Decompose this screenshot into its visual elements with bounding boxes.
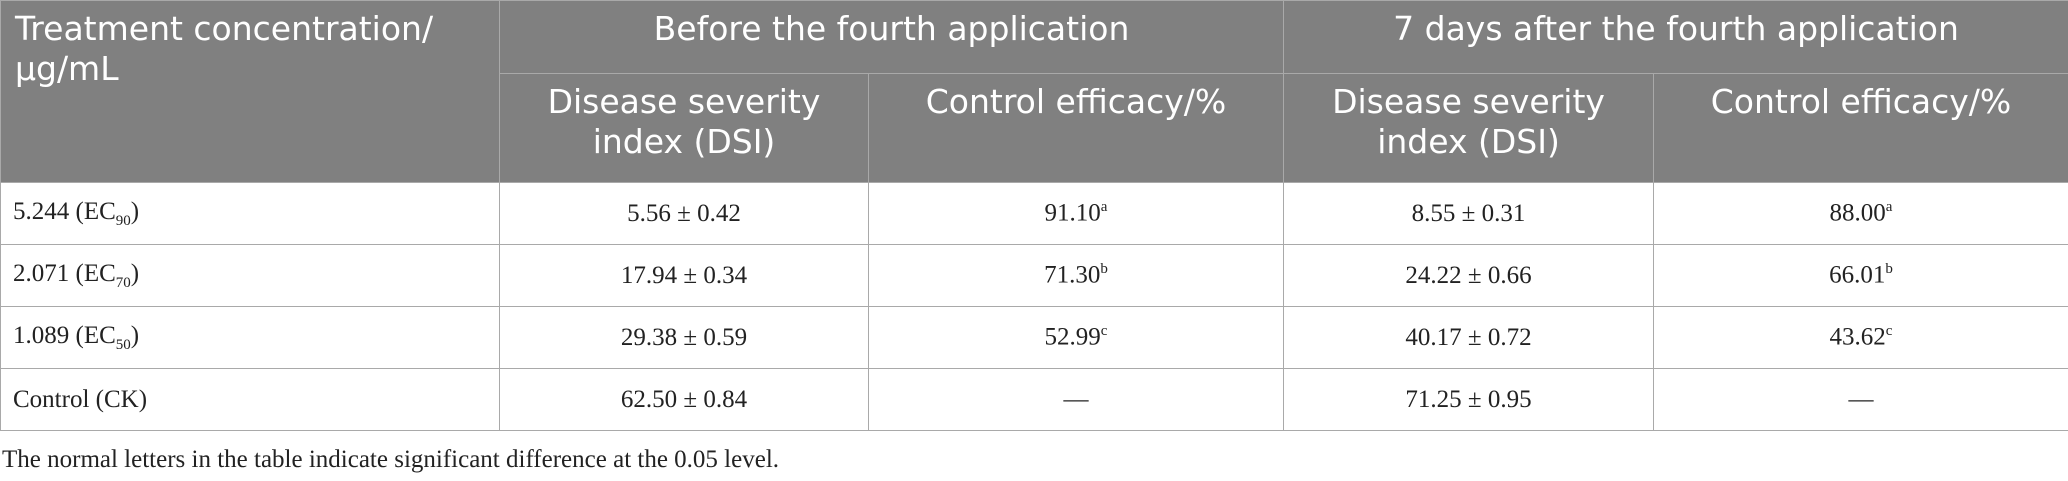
header-text: Disease severity index (DSI)	[1332, 82, 1605, 161]
cell-text: )	[130, 197, 140, 225]
cell-text: )	[130, 259, 140, 287]
cell-text: )	[130, 321, 140, 349]
subscript: 50	[115, 336, 131, 353]
cell-text: 5.244 (EC	[13, 197, 116, 225]
table-cell: 71.30b	[867, 244, 1285, 307]
table-cell: 43.62c	[1653, 306, 2068, 369]
subscript: 90	[115, 212, 131, 229]
header-text: Disease severity index (DSI)	[547, 82, 821, 161]
table-header: Treatment concentration/μg/mL Before the …	[0, 0, 2068, 183]
table-cell: 62.50 ± 0.84	[499, 368, 869, 431]
cell-text: Control (CK)	[13, 385, 148, 413]
header-group: Before the fourth application	[498, 0, 1285, 74]
cell-text: 5.56 ± 0.42	[627, 199, 741, 227]
cell-text: 40.17 ± 0.72	[1405, 323, 1532, 351]
table-cell: 91.10a	[867, 182, 1285, 245]
header-text: Control efficacy/%	[925, 82, 1227, 121]
cell-text: 2.071 (EC	[13, 259, 116, 287]
header-row: Treatment concentration/μg/mL Before the …	[0, 0, 2068, 183]
table-cell: 66.01b	[1653, 244, 2068, 307]
table-cell: 1.089 (EC50)	[0, 306, 500, 369]
cell-text: 1.089 (EC	[13, 321, 116, 349]
superscript: c	[1100, 323, 1108, 340]
cell-text: —	[1848, 385, 1874, 413]
cell-text: 66.01	[1829, 261, 1886, 289]
table-cell: 40.17 ± 0.72	[1283, 306, 1655, 369]
cell-text: 29.38 ± 0.59	[620, 323, 748, 351]
superscript: a	[1885, 199, 1893, 216]
header-cell: Control efficacy/%	[1653, 73, 2068, 183]
cell-text: 71.25 ± 0.95	[1405, 385, 1532, 413]
table-row: 2.071 (EC70) 17.94 ± 0.34 71.30b 24.22 ± 0.…	[0, 244, 2068, 307]
table-row: 1.089 (EC50) 29.38 ± 0.59 52.99c 40.17 ± 0.…	[0, 306, 2068, 369]
table-cell: 2.071 (EC70)	[0, 244, 500, 307]
header-cell: Disease severity index (DSI)	[1283, 73, 1655, 183]
header-text: Before the fourth application	[653, 9, 1130, 48]
cell-text: 88.00	[1829, 199, 1886, 227]
header-cell: Disease severity index (DSI)	[499, 73, 869, 183]
cell-text: 62.50 ± 0.84	[620, 385, 748, 413]
header-cell: Treatment concentration/μg/mL	[0, 0, 500, 183]
data-table: Treatment concentration/μg/mL Before the …	[0, 0, 2068, 431]
table-cell: —	[867, 368, 1285, 431]
header-text: Treatment concentration/	[15, 9, 434, 48]
header-text: 7 days after the fourth application	[1393, 9, 1959, 48]
table-cell: 71.25 ± 0.95	[1283, 368, 1655, 431]
table-row: 5.244 (EC90) 5.56 ± 0.42 91.10a 8.55 ± 0.31…	[0, 182, 2068, 245]
table-row: Control (CK) 62.50 ± 0.84 — 71.25 ± 0.95 —	[0, 368, 2068, 431]
table-cell: 5.244 (EC90)	[0, 182, 500, 245]
header-row: Disease severity index (DSI) Control effi…	[1, 73, 2068, 183]
cell-text: 52.99	[1044, 323, 1101, 351]
footnote: The normal letters in the table indicate…	[2, 446, 780, 473]
table-cell: 29.38 ± 0.59	[499, 306, 869, 369]
table-cell: 5.56 ± 0.42	[499, 182, 869, 245]
header-text: Control efficacy/%	[1710, 82, 2012, 121]
superscript: c	[1885, 323, 1893, 340]
table-cell: 52.99c	[867, 306, 1285, 369]
header-group: 7 days after the fourth application	[1283, 0, 2068, 74]
cell-text: —	[1063, 385, 1089, 413]
table-cell: 8.55 ± 0.31	[1283, 182, 1655, 245]
table-cell: 88.00a	[1653, 182, 2068, 245]
table-cell: —	[1653, 368, 2068, 431]
subscript: 70	[115, 274, 131, 291]
superscript: b	[1100, 261, 1108, 278]
superscript: a	[1100, 199, 1108, 216]
cell-text: 91.10	[1044, 199, 1101, 227]
cell-text: 17.94 ± 0.34	[620, 261, 748, 289]
cell-text: 43.62	[1829, 323, 1886, 351]
table-cell: 17.94 ± 0.34	[499, 244, 869, 307]
cell-text: 24.22 ± 0.66	[1405, 261, 1532, 289]
header-cell: Control efficacy/%	[867, 73, 1285, 183]
table-cell: 24.22 ± 0.66	[1283, 244, 1655, 307]
header-text: μg/mL	[15, 49, 119, 88]
table-body: 5.244 (EC90) 5.56 ± 0.42 91.10a 8.55 ± 0.31…	[0, 182, 2068, 431]
cell-text: 8.55 ± 0.31	[1411, 199, 1526, 227]
cell-text: 71.30	[1044, 261, 1101, 289]
superscript: b	[1885, 261, 1893, 278]
table-cell: Control (CK)	[0, 368, 500, 431]
